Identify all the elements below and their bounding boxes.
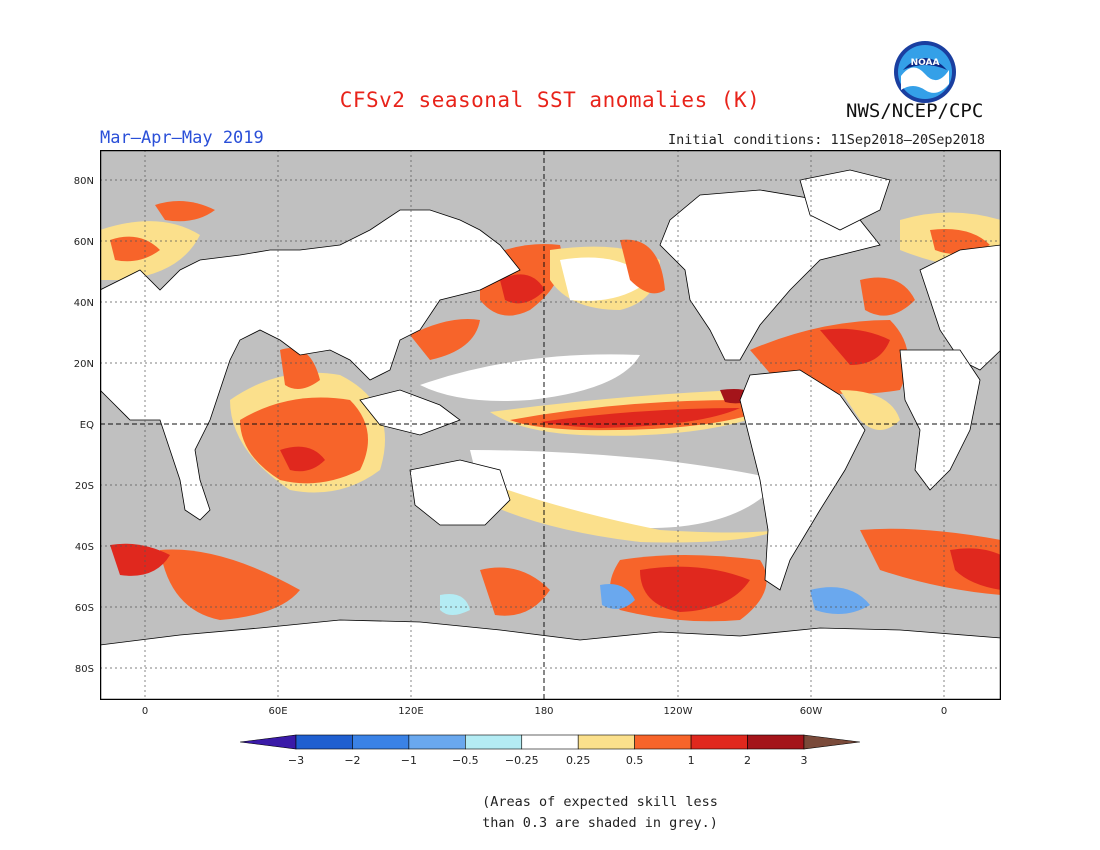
land-masses bbox=[100, 169, 1001, 700]
anomaly-region bbox=[440, 594, 470, 615]
lat-label: 40N bbox=[74, 298, 94, 309]
colorbar-swatch bbox=[747, 734, 805, 750]
colorbar-labels: −3 −2 −1 −0.5 −0.25 0.25 0.5 1 2 3 bbox=[240, 752, 860, 770]
anomaly-fields bbox=[100, 201, 1001, 622]
anomaly-region bbox=[480, 567, 550, 616]
lon-label: 0 bbox=[941, 706, 947, 717]
skill-note-line: than 0.3 are shaded in grey.) bbox=[482, 815, 718, 831]
anomaly-region bbox=[930, 229, 990, 254]
colorbar bbox=[240, 734, 860, 750]
lat-grid bbox=[100, 179, 1001, 669]
anomaly-region bbox=[600, 584, 635, 609]
colorbar-tick-label: 2 bbox=[744, 754, 752, 767]
lat-label: 40S bbox=[75, 542, 94, 553]
colorbar-swatch bbox=[352, 734, 410, 750]
anomaly-region bbox=[500, 274, 545, 304]
anomaly-region bbox=[280, 446, 325, 472]
forecast-period: Mar–Apr–May 2019 bbox=[100, 128, 264, 148]
initial-conditions: Initial conditions: 11Sep2018–20Sep2018 bbox=[668, 132, 985, 148]
anomaly-region bbox=[110, 543, 170, 576]
anomaly-region bbox=[160, 549, 300, 620]
skill-note: (Areas of expected skill less than 0.3 a… bbox=[470, 792, 730, 834]
lat-label: 60N bbox=[74, 237, 94, 248]
anomaly-region bbox=[620, 239, 665, 294]
lon-grid bbox=[144, 150, 945, 700]
lat-label: 80N bbox=[74, 176, 94, 187]
colorbar-tick-label: −3 bbox=[287, 754, 305, 767]
colorbar-tick-label: 3 bbox=[800, 754, 808, 767]
colorbar-tick-label: 1 bbox=[687, 754, 695, 767]
lat-label: 60S bbox=[75, 603, 94, 614]
anomaly-region bbox=[240, 397, 368, 484]
colorbar-max-triangle bbox=[803, 734, 860, 750]
anomaly-region bbox=[480, 480, 780, 543]
landmass-australia bbox=[409, 459, 511, 526]
anomaly-region bbox=[155, 201, 215, 222]
colorbar-swatch bbox=[577, 734, 635, 750]
lon-label: 0 bbox=[142, 706, 148, 717]
chart-title: CFSv2 seasonal SST anomalies (K) bbox=[339, 88, 761, 112]
colorbar-tick-label: 0.5 bbox=[625, 754, 644, 767]
anomaly-region bbox=[410, 319, 480, 360]
noaa-logo: NOAA bbox=[894, 41, 956, 103]
lon-axis: 0 60E 120E 180 120W 60W 0 bbox=[142, 706, 947, 717]
lon-label: 60W bbox=[800, 706, 823, 717]
colorbar-tick-label: 0.25 bbox=[565, 754, 591, 767]
colorbar-swatch bbox=[295, 734, 353, 750]
anomaly-region bbox=[110, 236, 160, 262]
landmass-south-america bbox=[739, 369, 866, 591]
colorbar-swatch bbox=[690, 734, 748, 750]
colorbar-tick-label: −0.5 bbox=[451, 754, 479, 767]
logo-text: NOAA bbox=[911, 58, 940, 68]
anomaly-region bbox=[860, 277, 915, 316]
colorbar-tick-label: −2 bbox=[344, 754, 361, 767]
lon-label: 120E bbox=[398, 706, 423, 717]
landmass-greenland bbox=[799, 169, 891, 231]
colorbar-swatch bbox=[465, 734, 523, 750]
lon-label: 180 bbox=[534, 706, 553, 717]
colorbar-tick-label: −0.25 bbox=[504, 754, 539, 767]
anomaly-region bbox=[840, 390, 900, 430]
anomaly-region bbox=[950, 548, 1001, 590]
sst-anomaly-map bbox=[100, 150, 1001, 700]
lat-label: 20N bbox=[74, 359, 94, 370]
anomaly-region bbox=[640, 566, 750, 612]
anomaly-region bbox=[420, 354, 640, 401]
lon-label: 60E bbox=[268, 706, 287, 717]
colorbar-tick-label: −1 bbox=[400, 754, 417, 767]
colorbar-swatch bbox=[408, 734, 466, 750]
org-label: NWS/NCEP/CPC bbox=[846, 100, 984, 122]
landmass-africa-east bbox=[899, 349, 981, 491]
colorbar-swatch bbox=[634, 734, 692, 750]
colorbar-swatch bbox=[521, 734, 579, 750]
anomaly-region bbox=[860, 528, 1001, 595]
landmass-antarctica bbox=[100, 619, 1001, 700]
lat-label: EQ bbox=[80, 420, 94, 431]
lat-axis: 80N 60N 40N 20N EQ 20S 40S 60S 80S bbox=[74, 176, 94, 675]
lat-label: 80S bbox=[75, 664, 94, 675]
landmass-africa-eurasia bbox=[100, 209, 521, 521]
lon-label: 120W bbox=[664, 706, 693, 717]
anomaly-region bbox=[540, 408, 740, 428]
skill-note-line: (Areas of expected skill less bbox=[482, 794, 718, 810]
colorbar-min-triangle bbox=[240, 734, 297, 750]
anomaly-region bbox=[280, 348, 320, 389]
anomaly-region bbox=[820, 328, 890, 365]
lat-label: 20S bbox=[75, 481, 94, 492]
landmass-europe-east bbox=[919, 244, 1001, 371]
